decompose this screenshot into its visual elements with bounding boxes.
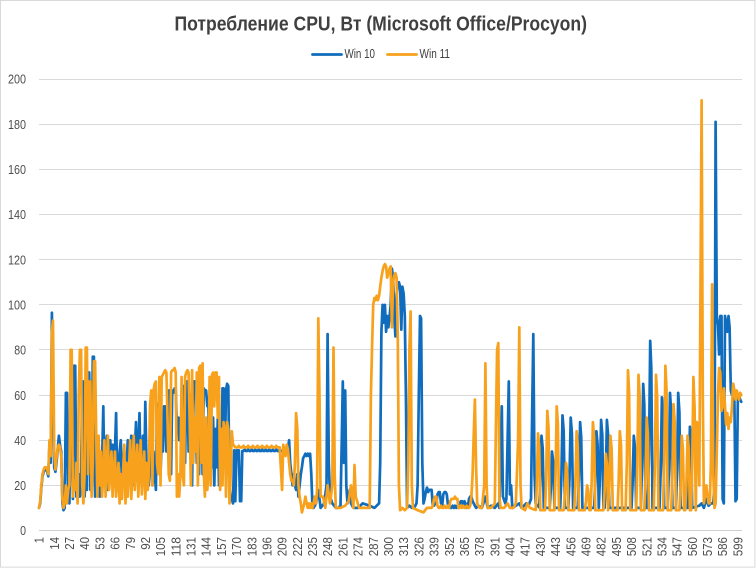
svg-text:0: 0 — [20, 523, 26, 538]
svg-text:170: 170 — [229, 537, 244, 556]
svg-text:469: 469 — [579, 537, 594, 556]
svg-text:209: 209 — [275, 537, 290, 556]
svg-text:508: 508 — [624, 537, 639, 556]
svg-text:261: 261 — [335, 537, 350, 556]
svg-text:140: 140 — [8, 207, 26, 222]
svg-text:352: 352 — [442, 537, 457, 556]
svg-text:599: 599 — [730, 537, 745, 556]
svg-text:120: 120 — [8, 252, 26, 267]
svg-text:404: 404 — [502, 537, 517, 556]
svg-text:378: 378 — [472, 537, 487, 556]
svg-text:482: 482 — [594, 537, 609, 556]
svg-text:339: 339 — [427, 537, 442, 556]
svg-text:196: 196 — [259, 537, 274, 556]
svg-text:248: 248 — [320, 537, 335, 556]
svg-text:105: 105 — [153, 537, 168, 556]
svg-text:144: 144 — [199, 537, 214, 556]
svg-text:66: 66 — [108, 537, 123, 550]
svg-text:547: 547 — [670, 537, 685, 556]
svg-text:20: 20 — [14, 478, 26, 493]
svg-text:79: 79 — [123, 537, 138, 550]
svg-text:300: 300 — [381, 537, 396, 556]
svg-text:27: 27 — [62, 537, 77, 550]
svg-text:Win 10: Win 10 — [345, 46, 376, 61]
svg-text:534: 534 — [655, 537, 670, 556]
svg-text:40: 40 — [14, 433, 26, 448]
svg-text:573: 573 — [700, 537, 715, 556]
svg-text:80: 80 — [14, 343, 26, 358]
svg-text:53: 53 — [92, 537, 107, 550]
svg-text:183: 183 — [244, 537, 259, 556]
svg-text:14: 14 — [47, 537, 62, 550]
svg-text:131: 131 — [183, 537, 198, 556]
svg-text:60: 60 — [14, 388, 26, 403]
svg-text:235: 235 — [305, 537, 320, 556]
svg-text:40: 40 — [77, 537, 92, 550]
svg-text:365: 365 — [457, 537, 472, 556]
svg-text:586: 586 — [715, 537, 730, 556]
svg-text:200: 200 — [8, 72, 26, 87]
svg-text:313: 313 — [396, 537, 411, 556]
svg-text:222: 222 — [290, 537, 305, 556]
svg-text:118: 118 — [168, 537, 183, 556]
svg-text:430: 430 — [533, 537, 548, 556]
svg-text:Потребление CPU, Вт (Microsoft: Потребление CPU, Вт (Microsoft Office/Pr… — [175, 14, 588, 36]
svg-text:Win 11: Win 11 — [420, 46, 451, 61]
svg-text:160: 160 — [8, 162, 26, 177]
svg-text:100: 100 — [8, 297, 26, 312]
svg-text:495: 495 — [609, 537, 624, 556]
svg-text:157: 157 — [214, 537, 229, 556]
svg-text:521: 521 — [639, 537, 654, 556]
svg-text:443: 443 — [548, 537, 563, 556]
svg-text:326: 326 — [411, 537, 426, 556]
svg-text:92: 92 — [138, 537, 153, 550]
svg-text:560: 560 — [685, 537, 700, 556]
svg-text:274: 274 — [351, 537, 366, 556]
svg-text:180: 180 — [8, 117, 26, 132]
svg-text:287: 287 — [366, 537, 381, 556]
svg-text:1: 1 — [32, 537, 47, 543]
svg-text:391: 391 — [487, 537, 502, 556]
svg-text:456: 456 — [563, 537, 578, 556]
svg-text:417: 417 — [518, 537, 533, 556]
